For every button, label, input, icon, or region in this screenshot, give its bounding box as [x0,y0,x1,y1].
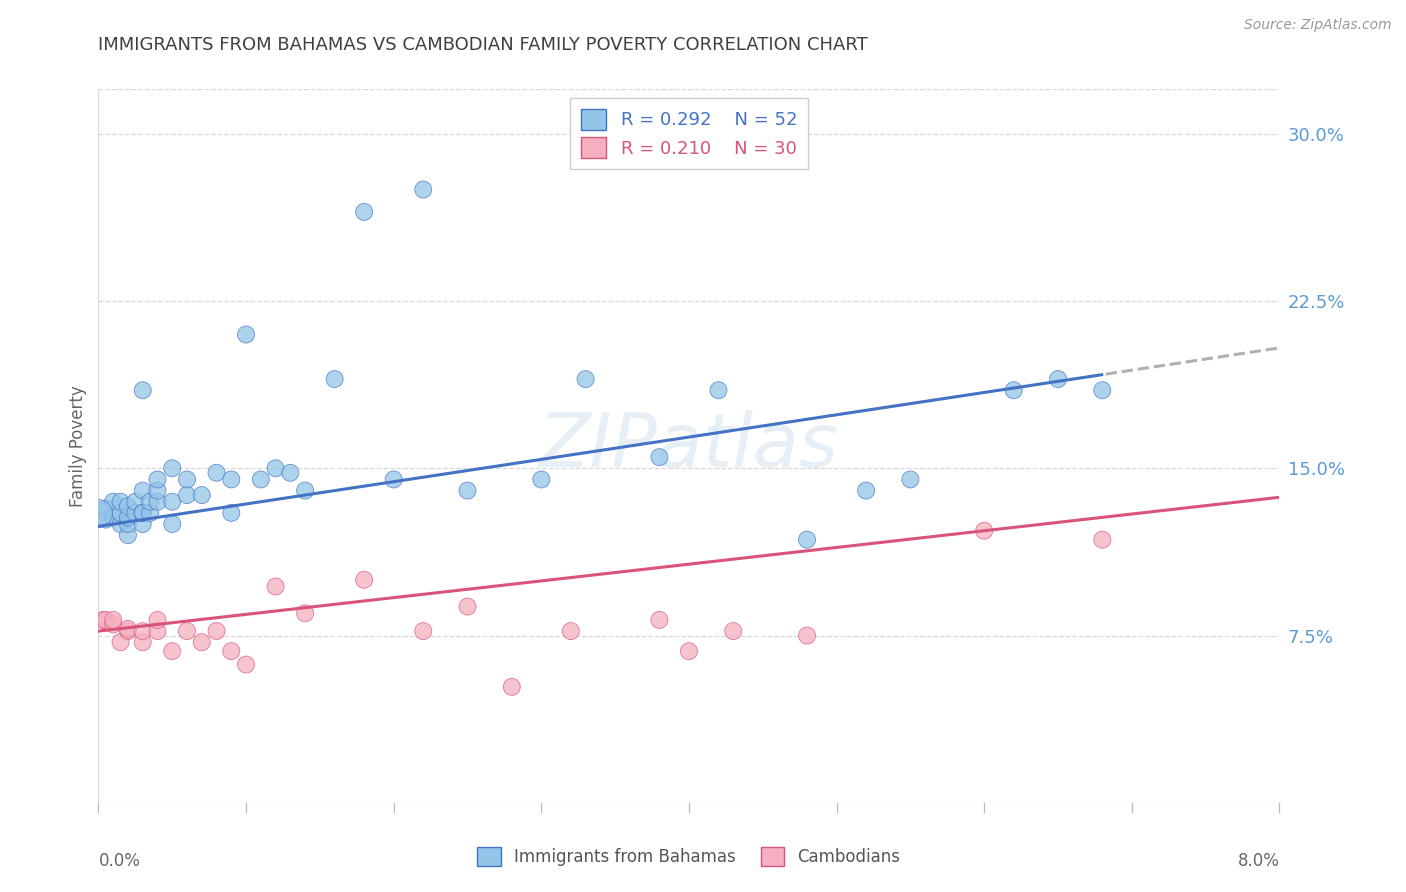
Point [323,372,346,386]
Point [560,624,582,639]
Point [117,517,139,532]
Point [162,644,183,658]
Point [94,613,117,627]
Point [146,624,169,639]
Point [219,644,242,658]
Point [1002,384,1025,398]
Point [382,473,405,487]
Text: IMMIGRANTS FROM BAHAMAS VS CAMBODIAN FAMILY POVERTY CORRELATION CHART: IMMIGRANTS FROM BAHAMAS VS CAMBODIAN FAM… [98,36,868,54]
Point [250,473,273,487]
Point [132,483,155,498]
Point [162,461,183,475]
Point [353,204,375,219]
Point [574,372,596,386]
Point [530,473,553,487]
Point [176,473,198,487]
Point [139,506,162,520]
Point [132,384,155,398]
Point [648,450,671,465]
Point [294,483,316,498]
Point [87,506,110,520]
Point [264,461,287,475]
Legend: Immigrants from Bahamas, Cambodians: Immigrants from Bahamas, Cambodians [471,840,907,873]
Point [132,506,155,520]
Point [103,613,125,627]
Point [900,473,922,487]
Point [235,657,257,672]
Point [205,624,228,639]
Point [110,517,132,532]
Point [110,635,132,649]
Point [91,613,114,627]
Point [205,466,228,480]
Point [132,517,155,532]
Point [294,607,316,621]
Point [796,628,818,642]
Text: 8.0%: 8.0% [1237,852,1279,870]
Point [117,624,139,639]
Point [103,617,125,632]
Point [678,644,700,658]
Point [219,506,242,520]
Point [707,384,730,398]
Point [162,517,183,532]
Point [103,494,125,508]
Point [1091,533,1114,547]
Point [191,635,214,649]
Point [132,506,155,520]
Text: Source: ZipAtlas.com: Source: ZipAtlas.com [1244,18,1392,32]
Point [103,510,125,524]
Point [124,506,146,520]
Point [94,501,117,516]
Point [353,573,375,587]
Point [176,488,198,502]
Point [648,613,671,627]
Point [191,488,214,502]
Point [117,528,139,542]
Point [264,580,287,594]
Y-axis label: Family Poverty: Family Poverty [69,385,87,507]
Point [176,624,198,639]
Point [456,599,478,614]
Point [721,624,744,639]
Point [219,473,242,487]
Point [110,506,132,520]
Point [117,500,139,514]
Point [456,483,478,498]
Point [162,494,183,508]
Point [132,624,155,639]
Point [973,524,995,538]
Point [124,494,146,508]
Point [412,624,434,639]
Point [146,483,169,498]
Point [501,680,523,694]
Point [855,483,877,498]
Point [132,635,155,649]
Point [278,466,302,480]
Point [1091,384,1114,398]
Point [139,494,162,508]
Text: ZIPatlas: ZIPatlas [538,410,839,482]
Point [146,494,169,508]
Point [117,622,139,636]
Point [1046,372,1069,386]
Point [146,613,169,627]
Point [117,510,139,524]
Point [412,182,434,196]
Point [796,533,818,547]
Point [235,327,257,342]
Point [146,473,169,487]
Point [110,494,132,508]
Text: 0.0%: 0.0% [98,852,141,870]
Point [94,512,117,526]
